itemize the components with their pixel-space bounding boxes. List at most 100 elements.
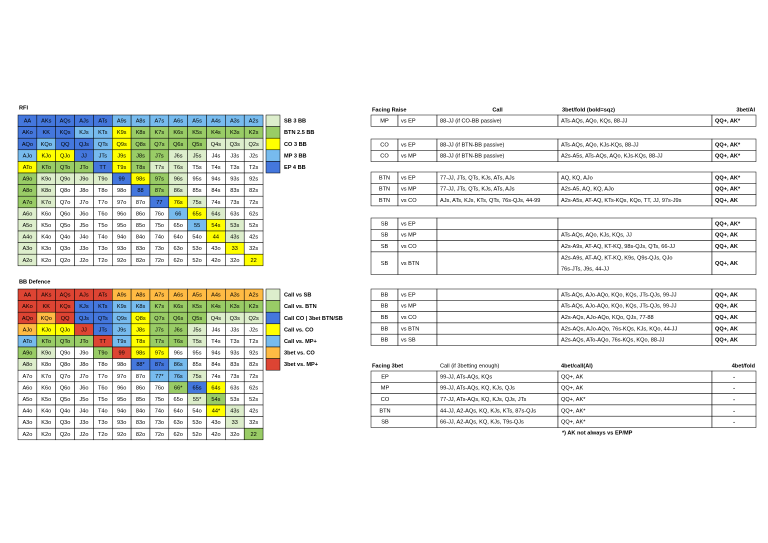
hand-label: 53s bbox=[230, 397, 239, 403]
hand-label: 95s bbox=[193, 351, 202, 357]
hand-label: 74s bbox=[211, 200, 220, 206]
cell-text: A2s-AQs, ATo-AQo, 76s-KQs, KQo, 88-JJ bbox=[561, 338, 665, 344]
table-cell bbox=[436, 217, 559, 230]
hand-label: 72s bbox=[249, 374, 258, 380]
cell-text: A2s-A5s, ATs-AQs, AQo, KJs-KQs, 88-JJ bbox=[561, 154, 663, 160]
legend-swatch bbox=[265, 358, 281, 371]
table-cell bbox=[436, 288, 559, 301]
hand-label: 93o bbox=[117, 420, 126, 426]
hand-label: A8s bbox=[136, 119, 146, 125]
hand-label: 62o bbox=[174, 258, 183, 264]
grid-title: BB Defence bbox=[19, 279, 50, 285]
hand-label: T2o bbox=[98, 258, 108, 264]
hand-label: JTo bbox=[80, 339, 89, 345]
hand-label: 54o bbox=[192, 409, 201, 415]
hand-label: 54s bbox=[211, 397, 220, 403]
table-header: Facing Raise bbox=[372, 107, 407, 113]
hand-label: J6s bbox=[174, 327, 183, 333]
hand-label: 33 bbox=[232, 246, 238, 252]
hand-label: J7s bbox=[155, 153, 164, 159]
hand-label: 82o bbox=[136, 258, 145, 264]
hand-label: AJs bbox=[79, 119, 89, 125]
hand-label: Q2s bbox=[248, 142, 258, 148]
cell-text: A2s-A9s, AT-AQ, KT-KQ, K9s, Q9s-QJs, QJo bbox=[561, 255, 673, 261]
legend-label: Call vs. BTN bbox=[284, 304, 317, 310]
hand-label: 65s bbox=[193, 211, 202, 217]
cell-text: SB bbox=[381, 261, 389, 267]
hand-label: 99 bbox=[119, 351, 125, 357]
hand-label: Q8s bbox=[135, 142, 145, 148]
hand-label: T3o bbox=[98, 246, 108, 252]
legend-swatch bbox=[265, 137, 281, 151]
hand-label: T5o bbox=[98, 397, 108, 403]
hand-label: 43s bbox=[230, 409, 239, 415]
hand-label: 22 bbox=[251, 432, 257, 438]
hand-label: 66* bbox=[174, 385, 183, 391]
hand-label: T2s bbox=[249, 339, 259, 345]
cell-text: SB bbox=[381, 420, 389, 426]
hand-label: J8o bbox=[79, 188, 88, 194]
hand-label: A6o bbox=[22, 385, 32, 391]
cell-text: - bbox=[733, 420, 735, 426]
table-cell bbox=[711, 194, 757, 207]
hand-label: 87s bbox=[155, 362, 164, 368]
hand-label: A7o bbox=[22, 200, 32, 206]
hand-label: JTs bbox=[99, 153, 108, 159]
hand-label: J8s bbox=[136, 327, 145, 333]
hand-label: J9o bbox=[79, 351, 88, 357]
hand-label: K5o bbox=[41, 397, 51, 403]
hand-label: Q2o bbox=[60, 258, 71, 264]
hand-label: 85o bbox=[136, 397, 145, 403]
hand-label: 96s bbox=[174, 177, 183, 183]
hand-label: A8o bbox=[22, 188, 32, 194]
legend-label: MP 3 BB bbox=[284, 153, 307, 159]
table-header: Call bbox=[492, 107, 503, 113]
hand-label: 75o bbox=[155, 397, 164, 403]
hand-label: Q4s bbox=[211, 316, 221, 322]
hand-label: KK bbox=[43, 130, 51, 136]
legend-swatch bbox=[265, 161, 281, 174]
hand-label: AKo bbox=[22, 130, 33, 136]
hand-label: 84o bbox=[136, 235, 145, 241]
cell-text: - bbox=[733, 397, 735, 403]
hand-label: 64s bbox=[211, 385, 220, 391]
cell-text: ATs-AQs, AQo, KJs, KQs, JJ bbox=[561, 233, 632, 239]
hand-label: JJ bbox=[81, 327, 87, 333]
cell-text: QQ+, AK* bbox=[715, 154, 741, 160]
hand-label: 83o bbox=[136, 246, 145, 252]
hand-label: A5o bbox=[22, 397, 32, 403]
table-cell bbox=[436, 229, 559, 241]
hand-label: 74o bbox=[155, 409, 164, 415]
hand-label: 66 bbox=[175, 211, 181, 217]
cell-text: vs EP bbox=[401, 175, 416, 181]
cell-text: ATs-AQs, AJo-AQo, KQo, KQs, JTs-QJs, 99-… bbox=[561, 304, 677, 310]
hand-label: 77* bbox=[155, 374, 164, 380]
hand-cell bbox=[243, 253, 264, 267]
hand-label: K7s bbox=[155, 130, 165, 136]
legend-label: BTN 2.5 BB bbox=[284, 130, 314, 136]
hand-label: T6s bbox=[174, 339, 184, 345]
hand-label: 44 bbox=[213, 235, 219, 241]
hand-label: J4o bbox=[79, 235, 88, 241]
hand-label: T5o bbox=[98, 223, 108, 229]
hand-label: 73o bbox=[155, 420, 164, 426]
hand-label: T3s bbox=[230, 165, 240, 171]
cell-text: A2s-A5, AQ, KQ, AJo bbox=[561, 187, 614, 193]
hand-label: T6s bbox=[174, 165, 184, 171]
table-header: Call (if 3betting enough) bbox=[440, 363, 500, 369]
hand-label: K7o bbox=[41, 200, 51, 206]
cell-text: 88-JJ (if BTN-BB passive) bbox=[440, 142, 504, 148]
hand-label: TT bbox=[99, 165, 106, 171]
hand-label: 62s bbox=[249, 211, 258, 217]
hand-label: 64o bbox=[174, 235, 183, 241]
hand-label: 97o bbox=[117, 200, 126, 206]
cell-text: BB bbox=[381, 338, 389, 344]
hand-label: KK bbox=[43, 304, 51, 310]
hand-label: 76o bbox=[155, 385, 164, 391]
hand-label: TT bbox=[99, 339, 106, 345]
legend-label: EP 4 BB bbox=[284, 165, 306, 171]
hand-label: Q8s bbox=[135, 316, 145, 322]
table-cell bbox=[711, 150, 757, 162]
hand-label: A9o bbox=[22, 351, 32, 357]
cell-text: CO bbox=[380, 142, 389, 148]
